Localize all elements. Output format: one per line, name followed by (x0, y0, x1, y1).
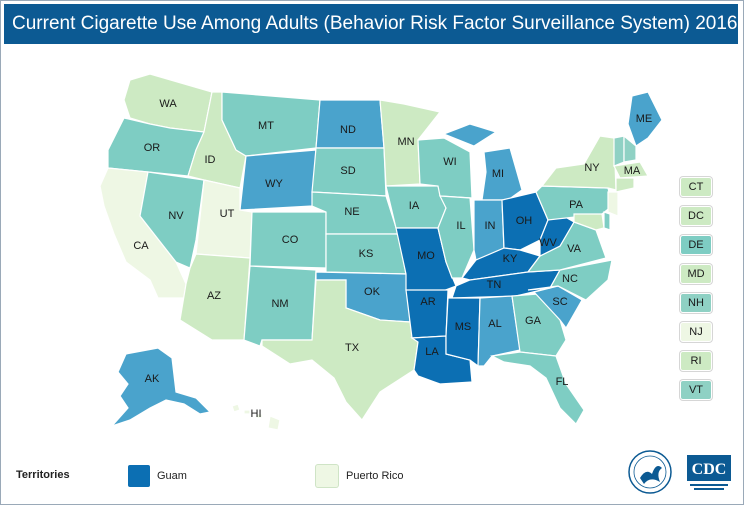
hhs-seal-icon (628, 450, 672, 494)
state-label-WI: WI (443, 156, 456, 168)
cdc-logo-icon: CDC (687, 455, 731, 490)
state-label-IL: IL (456, 220, 465, 232)
state-label-NM: NM (271, 298, 288, 310)
state-label-MN: MN (397, 136, 414, 148)
state-NJ[interactable] (607, 191, 619, 217)
state-label-AL: AL (488, 318, 501, 330)
state-label-SC: SC (552, 296, 567, 308)
state-label-FL: FL (556, 376, 569, 388)
state-label-ID: ID (205, 154, 216, 166)
state-MA[interactable] (613, 161, 649, 179)
state-TX[interactable] (261, 279, 419, 421)
state-label-OK: OK (364, 286, 381, 298)
state-label-TN: TN (487, 279, 502, 291)
state-label-KY: KY (503, 253, 518, 265)
small-state-key-MD[interactable]: MD (680, 264, 712, 284)
state-label-WV: WV (539, 237, 557, 249)
state-label-UT: UT (220, 208, 235, 220)
state-label-NE: NE (344, 206, 359, 218)
state-label-AZ: AZ (207, 290, 221, 302)
small-state-key-NH[interactable]: NH (680, 293, 712, 313)
state-label-NV: NV (168, 210, 184, 222)
territory-name-puerto-rico: Puerto Rico (346, 470, 404, 482)
state-label-IN: IN (485, 220, 496, 232)
state-NH[interactable] (623, 134, 637, 163)
state-DE[interactable] (603, 211, 611, 231)
state-label-WA: WA (159, 98, 177, 110)
state-label-SD: SD (340, 165, 355, 177)
small-state-key-DC[interactable]: DC (680, 206, 712, 226)
state-label-LA: LA (425, 346, 439, 358)
small-state-key-DE[interactable]: DE (680, 235, 712, 255)
state-label-KS: KS (359, 248, 374, 260)
territory-swatch-puerto-rico[interactable] (316, 465, 338, 487)
state-label-MO: MO (417, 250, 435, 262)
small-state-key-RI[interactable]: RI (680, 351, 712, 371)
state-MD[interactable] (573, 213, 605, 231)
state-label-MI: MI (492, 168, 504, 180)
state-label-MT: MT (258, 120, 274, 132)
small-state-key-VT[interactable]: VT (680, 380, 712, 400)
state-label-OH: OH (516, 215, 533, 227)
state-ME[interactable] (627, 91, 663, 147)
svg-text:CDC: CDC (692, 461, 727, 478)
state-label-CO: CO (282, 234, 299, 246)
map-title: Current Cigarette Use Among Adults (Beha… (4, 4, 738, 44)
state-CT[interactable] (615, 177, 635, 193)
state-labels: WA OR CA NV ID MT WY UT AZ CO NM ND SD NE KS OK TX MN IA MO… (133, 98, 652, 420)
state-VT[interactable] (613, 135, 625, 167)
state-IL[interactable] (437, 195, 475, 279)
state-label-HI: HI (251, 408, 262, 420)
state-label-NC: NC (562, 273, 578, 285)
state-label-AK: AK (145, 373, 160, 385)
state-label-CA: CA (133, 240, 149, 252)
state-label-NY: NY (584, 162, 600, 174)
state-label-PA: PA (569, 199, 584, 211)
state-HI[interactable] (231, 403, 281, 431)
state-label-MA: MA (624, 165, 641, 177)
state-label-ND: ND (340, 124, 356, 136)
state-label-TX: TX (345, 342, 360, 354)
state-label-OR: OR (144, 142, 161, 154)
territory-name-guam: Guam (157, 470, 187, 482)
state-label-IA: IA (409, 200, 420, 212)
territories-label: Territories (16, 469, 70, 481)
state-label-ME: ME (636, 113, 653, 125)
small-state-key-NJ[interactable]: NJ (680, 322, 712, 342)
state-label-MS: MS (455, 321, 472, 333)
small-state-key-CT[interactable]: CT (680, 177, 712, 197)
state-AK[interactable] (110, 347, 212, 428)
territory-swatch-guam[interactable] (128, 465, 150, 487)
state-label-VA: VA (567, 243, 582, 255)
state-label-WY: WY (265, 178, 283, 190)
state-NY[interactable] (540, 135, 617, 191)
state-label-GA: GA (525, 315, 542, 327)
state-FL[interactable] (490, 351, 585, 425)
state-label-AR: AR (420, 296, 435, 308)
state-NC[interactable] (527, 259, 613, 301)
